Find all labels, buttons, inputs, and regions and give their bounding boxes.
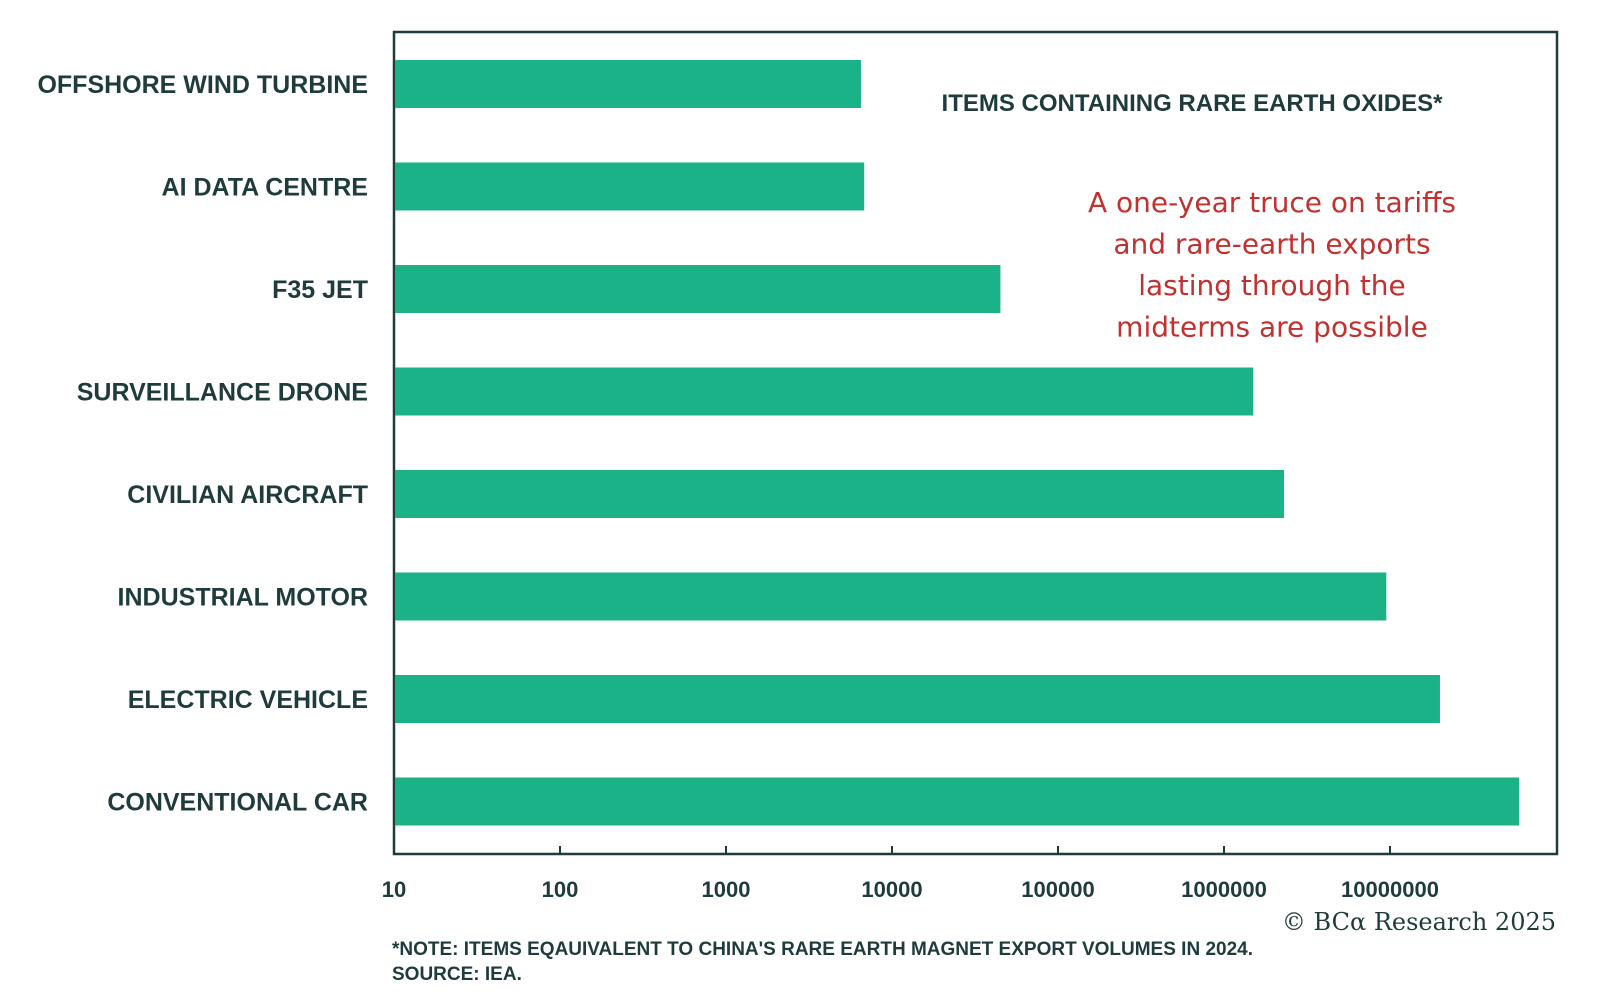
x-tick-label: 1000000 [1181,877,1267,902]
x-tick-label: 10000000 [1341,877,1439,902]
annotation-line: A one-year truce on tariffs [1088,186,1456,219]
category-labels: OFFSHORE WIND TURBINE AI DATA CENTRE F35 J… [37,71,368,817]
category-label: AI DATA CENTRE [162,174,368,202]
category-label: OFFSHORE WIND TURBINE [37,71,368,99]
annotation-line: midterms are possible [1116,311,1428,344]
x-tick-label: 10 [382,877,406,902]
annotation-line: lasting through the [1138,269,1406,302]
footnote: *NOTE: ITEMS EQAUIVALENT TO CHINA'S RARE… [392,939,1253,960]
bar-f35-jet [395,265,1001,313]
x-tick-label: 100000 [1021,877,1094,902]
bars-group [395,60,1520,826]
x-tick-label: 10000 [861,877,922,902]
copyright: © BCα Research 2025 [1282,908,1556,936]
category-label: SURVEILLANCE DRONE [77,379,368,407]
annotation-line: and rare-earth exports [1113,228,1430,261]
bar-civilian-aircraft [395,470,1285,518]
bar-industrial-motor [395,572,1387,621]
bar-ai-data-centre [395,162,865,211]
category-label: CONVENTIONAL CAR [107,789,368,817]
source: SOURCE: IEA. [392,964,522,985]
category-label: ELECTRIC VEHICLE [128,686,368,714]
legend-title: ITEMS CONTAINING RARE EARTH OXIDES* [942,90,1444,117]
x-tick-label: 1000 [702,877,751,902]
category-label: F35 JET [272,276,368,304]
category-label: CIVILIAN AIRCRAFT [127,481,368,509]
annotation: A one-year truce on tariffs and rare-eart… [1088,186,1456,344]
bar-conventional-car [395,777,1520,826]
bar-offshore-wind-turbine [395,60,861,108]
x-axis-ticks: 10 100 1000 10000 100000 1000000 10000000 [382,846,1439,902]
bar-electric-vehicle [395,675,1440,723]
x-tick-label: 100 [542,877,579,902]
bar-surveillance-drone [395,367,1254,416]
category-label: INDUSTRIAL MOTOR [118,584,368,612]
plot-frame [392,30,1559,856]
